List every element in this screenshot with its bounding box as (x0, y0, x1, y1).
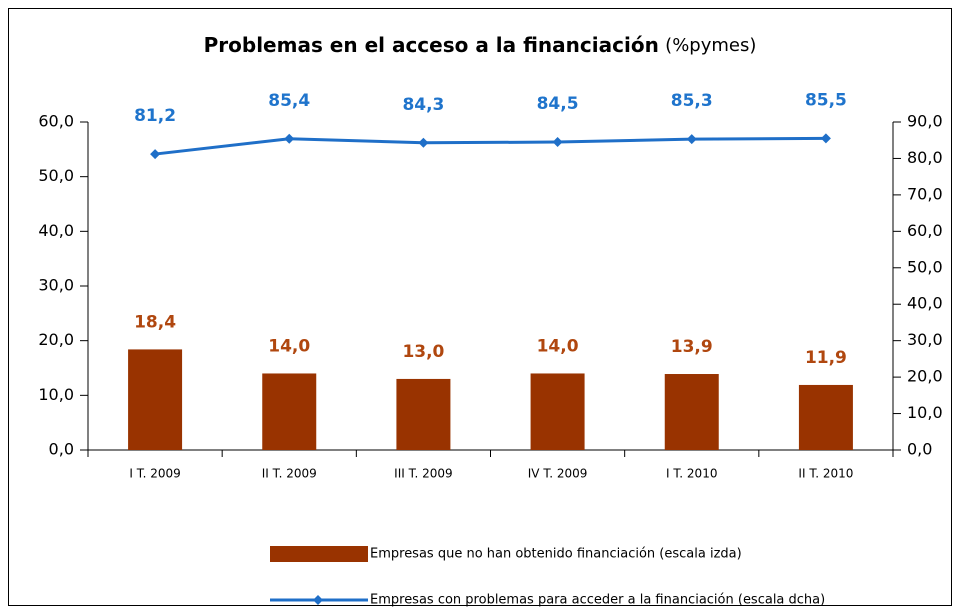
line-value-label: 81,2 (134, 106, 176, 126)
bar (798, 384, 853, 450)
line-value-label: 85,3 (671, 91, 713, 111)
title: Problemas en el acceso a la financiación (204, 33, 659, 57)
line-value-label: 85,5 (805, 90, 847, 110)
y2-tick-label: 40,0 (907, 294, 943, 313)
legend-label: Empresas con problemas para acceder a la… (370, 593, 825, 608)
y2-tick-label: 90,0 (907, 112, 943, 131)
legend-swatch (270, 546, 368, 562)
line-marker (686, 134, 697, 145)
legend-label: Empresas que no han obtenido financiació… (370, 547, 742, 562)
line-marker (284, 133, 295, 144)
line-value-label: 84,3 (402, 95, 444, 115)
bar (396, 378, 451, 450)
bar-value-label: 18,4 (134, 312, 176, 332)
y2-tick-label: 20,0 (907, 367, 943, 386)
y2-tick-label: 0,0 (907, 440, 932, 459)
y2-tick-label: 80,0 (907, 148, 943, 167)
x-tick-label: II T. 2009 (262, 467, 317, 481)
bar-value-label: 11,9 (805, 348, 847, 368)
bar (128, 349, 183, 450)
chart-frame (8, 8, 952, 606)
bar (262, 373, 317, 450)
line (154, 136, 826, 156)
y-tick-label: 20,0 (38, 330, 74, 349)
bar-value-label: 14,0 (268, 336, 310, 356)
legend-marker (313, 595, 323, 605)
line-marker (150, 149, 161, 160)
y2-tick-label: 70,0 (907, 184, 943, 203)
y-tick-label: 40,0 (38, 221, 74, 240)
x-tick-label: II T. 2010 (798, 467, 853, 481)
line-marker (552, 137, 563, 148)
line-value-label: 85,4 (268, 91, 310, 111)
bar (664, 374, 719, 450)
y-tick-label: 10,0 (38, 385, 74, 404)
bar-value-label: 13,9 (671, 337, 713, 357)
chart-title: Problemas en el acceso a la financiación… (204, 33, 757, 57)
y2-tick-label: 10,0 (907, 403, 943, 422)
bar-value-label: 14,0 (537, 336, 579, 356)
bar (530, 373, 585, 450)
y-tick-label: 0,0 (49, 440, 74, 459)
y-tick-label: 30,0 (38, 276, 74, 295)
x-tick-label: III T. 2009 (394, 467, 453, 481)
subtitle: (%pymes) (665, 35, 756, 56)
y2-tick-label: 30,0 (907, 330, 943, 349)
y-tick-label: 60,0 (38, 112, 74, 131)
y-tick-label: 50,0 (38, 166, 74, 185)
bar-value-label: 13,0 (402, 342, 444, 362)
line-marker (418, 137, 429, 148)
line-value-label: 84,5 (537, 94, 579, 114)
y2-tick-label: 60,0 (907, 221, 943, 240)
x-tick-label: IV T. 2009 (528, 467, 588, 481)
x-tick-label: I T. 2009 (129, 467, 180, 481)
x-tick-label: I T. 2010 (666, 467, 717, 481)
line-marker (820, 133, 831, 144)
y2-tick-label: 50,0 (907, 257, 943, 276)
